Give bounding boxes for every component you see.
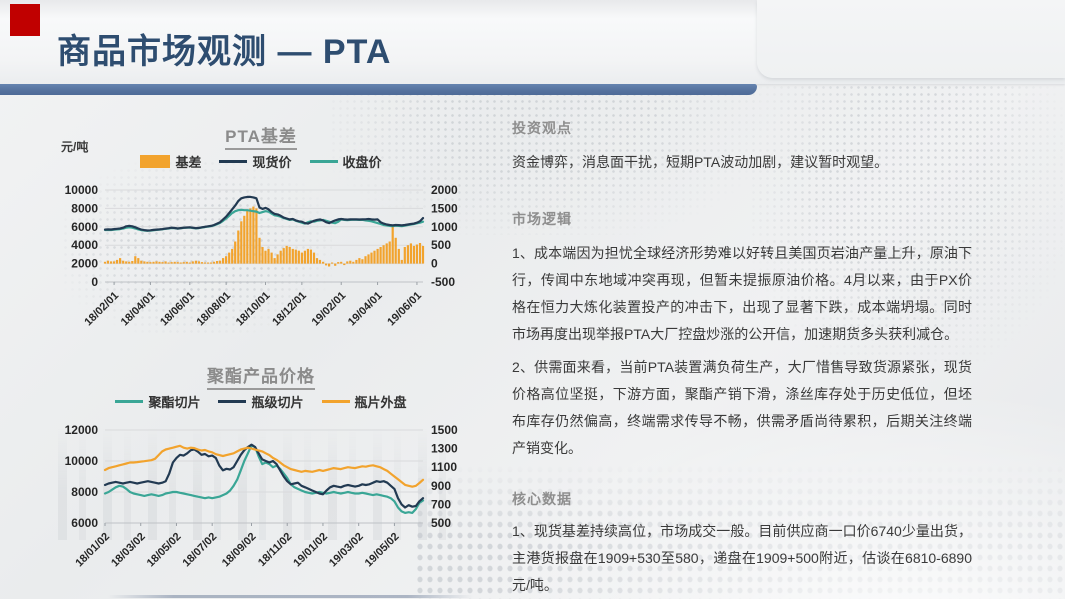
svg-text:18/03/02: 18/03/02	[109, 531, 148, 570]
swoosh-highlight	[400, 350, 1065, 599]
svg-text:19/01/02: 19/01/02	[291, 531, 330, 570]
title-accent-bar	[0, 84, 757, 95]
legend-item-bottle-chip: 瓶级切片	[218, 392, 304, 411]
section-heading-investment-view: 投资观点	[512, 120, 572, 136]
svg-text:8000: 8000	[71, 485, 98, 499]
svg-text:1000: 1000	[431, 220, 458, 234]
svg-text:19/02/01: 19/02/01	[310, 290, 349, 329]
svg-text:18/04/01: 18/04/01	[119, 290, 158, 329]
core-data-text: 1、现货基差持续高位，市场成交一般。目前供应商一口价6740少量出货，主港货报盘…	[512, 523, 972, 593]
legend-swatch-line	[115, 400, 144, 403]
svg-text:4000: 4000	[71, 238, 98, 252]
legend-item-basis: 基差	[140, 152, 201, 171]
svg-text:18/09/02: 18/09/02	[220, 531, 259, 570]
legend-item-bottle-chip-offshore: 瓶片外盘	[321, 392, 407, 411]
legend-item-close-price: 收盘价	[309, 152, 382, 171]
svg-text:1300: 1300	[431, 442, 458, 456]
legend-item-polyester-chip: 聚酯切片	[115, 392, 200, 411]
analysis-panel: 投资观点 资金博弈，消息面干扰，短期PTA波动加剧，建议暂时观望。 市场逻辑 1…	[512, 112, 972, 599]
svg-text:900: 900	[431, 479, 451, 493]
svg-text:19/04/01: 19/04/01	[346, 290, 385, 329]
svg-text:700: 700	[431, 497, 451, 511]
svg-text:10000: 10000	[65, 183, 99, 197]
svg-text:0: 0	[91, 275, 98, 289]
svg-text:6000: 6000	[71, 220, 98, 234]
svg-text:1500: 1500	[431, 201, 458, 215]
svg-text:2000: 2000	[431, 183, 458, 197]
y-axis-unit-label: 元/吨	[61, 140, 89, 154]
chart-title: 聚酯产品价格	[55, 352, 467, 390]
chart-title: PTA基差	[55, 112, 467, 150]
svg-text:2000: 2000	[71, 257, 98, 271]
legend-swatch-line	[321, 400, 350, 403]
chart-legend: 聚酯切片 瓶级切片 瓶片外盘	[55, 392, 467, 411]
svg-text:18/06/01: 18/06/01	[158, 290, 197, 329]
svg-text:18/08/01: 18/08/01	[194, 290, 233, 329]
pta-basis-plot: 0 2000 4000 6000 8000 10000 -500 0 500 1000 1500 20…	[65, 183, 458, 329]
svg-text:1100: 1100	[431, 460, 457, 474]
investment-view-text: 资金博弈，消息面干扰，短期PTA波动加剧，建议暂时观望。	[512, 154, 889, 170]
svg-text:19/05/02: 19/05/02	[363, 531, 402, 570]
svg-text:12000: 12000	[65, 423, 99, 437]
svg-text:18/01/02: 18/01/02	[73, 531, 112, 570]
svg-text:1500: 1500	[431, 423, 458, 437]
chart-legend: 基差 现货价 收盘价	[55, 152, 467, 171]
svg-text:18/11/02: 18/11/02	[256, 531, 294, 569]
legend-swatch-line	[309, 160, 338, 163]
svg-text:0: 0	[431, 257, 438, 271]
section-heading-market-logic: 市场逻辑	[512, 211, 572, 227]
red-corner-mark	[10, 4, 40, 36]
svg-text:19/03/02: 19/03/02	[327, 531, 366, 570]
legend-swatch-line	[219, 160, 248, 163]
svg-text:10000: 10000	[65, 454, 99, 468]
svg-text:500: 500	[431, 516, 451, 530]
svg-text:18/05/02: 18/05/02	[145, 531, 184, 570]
chart-pta-basis: PTA基差 元/吨 基差 现货价 收盘价 0 2000 4000 6000 8000 10…	[55, 112, 467, 352]
market-logic-paragraph-2: 2、供需面来看，当前PTA装置满负荷生产，大厂惜售导致货源紧张，现货价格高位坚挺…	[512, 359, 972, 456]
svg-text:6000: 6000	[71, 516, 98, 530]
header-band-right	[757, 0, 1065, 78]
section-heading-core-data: 核心数据	[512, 491, 572, 507]
polyester-prices-plot: 6000 8000 10000 12000 500 700 900 1100 1300 1500 1…	[65, 423, 458, 570]
svg-text:-500: -500	[431, 275, 455, 289]
svg-text:19/06/01: 19/06/01	[385, 290, 424, 329]
bottom-accent-line	[108, 595, 473, 598]
svg-text:8000: 8000	[71, 201, 98, 215]
svg-text:18/02/01: 18/02/01	[82, 290, 121, 329]
chart-polyester-prices: 聚酯产品价格 聚酯切片 瓶级切片 瓶片外盘 6000 8000 10000 12000…	[55, 352, 467, 598]
svg-text:18/12/01: 18/12/01	[270, 290, 309, 329]
svg-text:18/10/01: 18/10/01	[234, 290, 273, 329]
legend-swatch-line	[218, 400, 247, 403]
market-logic-paragraph-1: 1、成本端因为担忧全球经济形势难以好转且美国页岩油产量上升，原油下行，传闻中东地…	[512, 245, 972, 342]
legend-item-spot-price: 现货价	[219, 152, 292, 171]
svg-text:500: 500	[431, 238, 451, 252]
page-title: 商品市场观测 — PTA	[57, 33, 392, 71]
legend-swatch-bar	[140, 155, 171, 168]
svg-text:18/07/02: 18/07/02	[181, 531, 220, 570]
